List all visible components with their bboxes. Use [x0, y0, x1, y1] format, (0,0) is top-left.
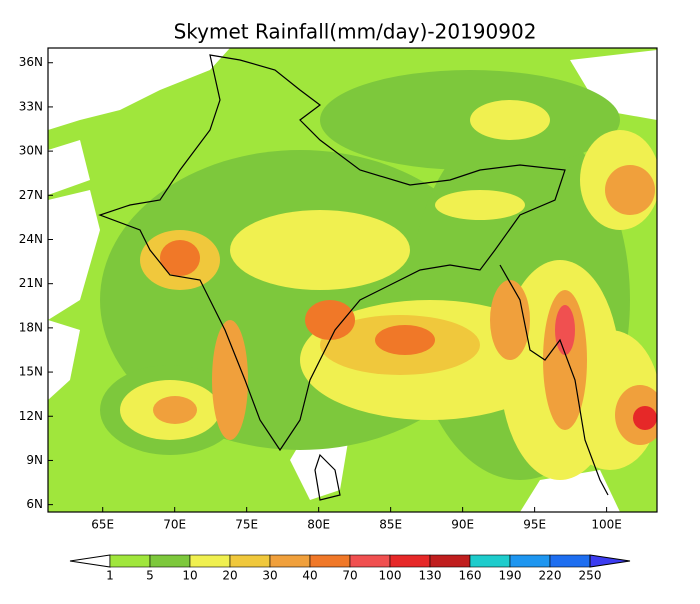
colorbar-segment: [509, 554, 551, 568]
colorbar-label: 220: [539, 569, 562, 583]
x-tick-label: 70E: [163, 518, 186, 532]
colorbar-label: 5: [146, 569, 154, 583]
y-tick-label: 24N: [19, 232, 43, 246]
colorbar-label: 1: [106, 569, 114, 583]
x-tick-label: 90E: [451, 518, 474, 532]
colorbar-label: 160: [459, 569, 482, 583]
y-tick-label: 15N: [19, 365, 43, 379]
colorbar-label: 190: [499, 569, 522, 583]
colorbar-label: 30: [262, 569, 277, 583]
colorbar-label: 70: [342, 569, 357, 583]
colorbar-over: [589, 554, 631, 568]
colorbar-label: 10: [182, 569, 197, 583]
x-tick-label: 65E: [91, 518, 114, 532]
colorbar-segment: [109, 554, 151, 568]
colorbar-segment: [349, 554, 391, 568]
colorbar-segment: [309, 554, 351, 568]
y-tick-label: 12N: [19, 409, 43, 423]
y-tick-label: 30N: [19, 144, 43, 158]
colorbar-segment: [269, 554, 311, 568]
colorbar-under: [69, 554, 111, 568]
y-tick-label: 27N: [19, 188, 43, 202]
colorbar-label: 250: [579, 569, 602, 583]
colorbar-label: 20: [222, 569, 237, 583]
x-tick-label: 95E: [523, 518, 546, 532]
y-tick-label: 9N: [26, 453, 43, 467]
coastline: [314, 453, 341, 501]
map-frame: [47, 47, 658, 513]
x-tick-label: 100E: [591, 518, 622, 532]
coastline: [98, 54, 566, 452]
x-tick-label: 80E: [307, 518, 330, 532]
colorbar-segment: [389, 554, 431, 568]
colorbar-segment: [549, 554, 591, 568]
colorbar-label: 40: [302, 569, 317, 583]
y-tick-label: 33N: [19, 99, 43, 113]
y-tick-label: 21N: [19, 276, 43, 290]
x-tick-label: 75E: [235, 518, 258, 532]
colorbar-label: 130: [419, 569, 442, 583]
colorbar-segment: [189, 554, 231, 568]
y-tick-label: 6N: [26, 497, 43, 511]
x-tick-label: 85E: [379, 518, 402, 532]
map-title: Skymet Rainfall(mm/day)-20190902: [174, 20, 537, 44]
y-tick-label: 18N: [19, 320, 43, 334]
rain-field: [48, 48, 657, 512]
colorbar-segment: [429, 554, 471, 568]
coastline: [499, 264, 609, 496]
y-tick-label: 36N: [19, 55, 43, 69]
colorbar-label: 100: [379, 569, 402, 583]
colorbar-segment: [149, 554, 191, 568]
colorbar-segment: [469, 554, 511, 568]
colorbar-segment: [229, 554, 271, 568]
